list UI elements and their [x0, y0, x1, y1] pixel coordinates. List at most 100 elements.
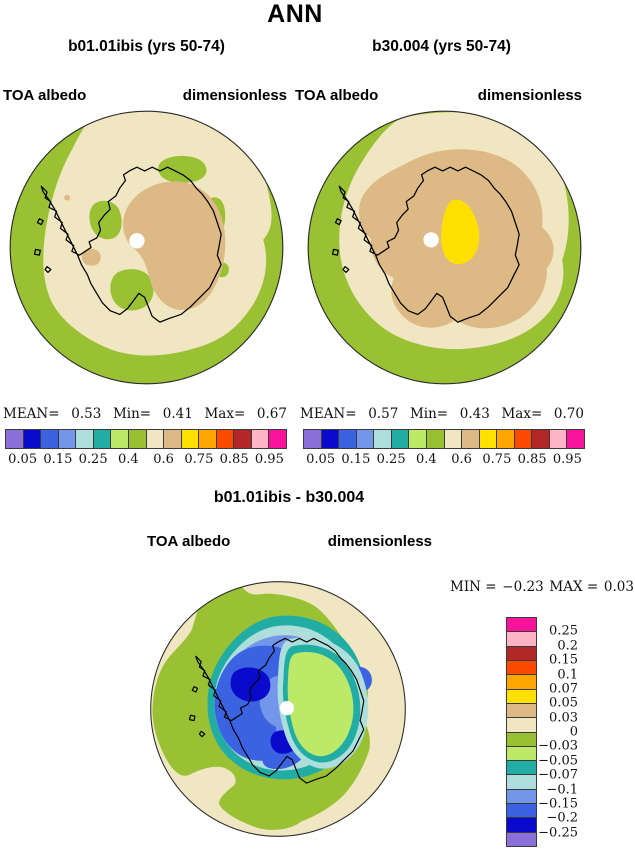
colorbar-tick-label: 0.95 [552, 452, 582, 467]
plot-title: ANN [267, 0, 323, 28]
left-green-patch-west [89, 200, 122, 240]
colorbar-boundary-label: −0.03 [538, 738, 578, 754]
colorbar-cell [110, 430, 128, 448]
right-field-label: TOA albedo [295, 87, 379, 104]
colorbar-boundary-label: −0.1 [546, 782, 578, 797]
right-colorbar-ticks: 0.05 0.15 0.25 0.4 0.6 0.75 0.85 0.95 [303, 452, 585, 468]
colorbar-cell [57, 430, 76, 448]
left-tan-speck [64, 194, 70, 201]
colorbar-cell [373, 430, 391, 448]
diff-pole-hole [279, 700, 295, 716]
colorbar-cell [566, 430, 584, 448]
colorbar-cell [507, 674, 536, 689]
colorbar-tick-label: 0.25 [376, 452, 406, 467]
diff-field-row: TOA albedo dimensionless [147, 533, 432, 550]
colorbar-cell [461, 430, 479, 448]
colorbar-cell [304, 430, 321, 448]
colorbar-cell [507, 631, 536, 646]
colorbar-cell [507, 831, 536, 846]
right-map-border [307, 110, 582, 385]
colorbar-tick-label: 0.75 [184, 452, 214, 467]
left-mean-label: MEAN= [3, 406, 60, 422]
colorbar-boundary-label: 0.25 [549, 623, 578, 639]
colorbar-tick-label: 0.15 [341, 452, 371, 467]
left-tan-spot-west [81, 249, 101, 266]
colorbar-tick-label: 0.85 [517, 452, 547, 467]
colorbar-cell [443, 430, 462, 448]
map-left-b01-01ibis [9, 110, 284, 385]
colorbar-cell [507, 745, 536, 761]
left-units-label: dimensionless [182, 87, 287, 104]
diff-max-label: MAX = [549, 579, 599, 595]
colorbar-cell [507, 788, 536, 804]
diff-colorbar [506, 617, 537, 847]
colorbar-tick-label: 0.4 [118, 452, 139, 467]
left-field-label: TOA albedo [3, 87, 87, 104]
left-plateau-region [123, 181, 226, 311]
left-min-value: 0.41 [162, 406, 193, 422]
left-max-label: Max= [204, 406, 246, 422]
right-max-value: 0.70 [553, 406, 584, 422]
left-max-value: 0.67 [256, 406, 287, 422]
colorbar-cell [548, 430, 567, 448]
colorbar-tick-label: 0.05 [306, 452, 336, 467]
colorbar-cell [531, 430, 549, 448]
colorbar-cell [163, 430, 181, 448]
colorbar-cell [250, 430, 269, 448]
colorbar-cell [507, 659, 536, 675]
left-colorbar-ticks: 0.05 0.15 0.25 0.4 0.6 0.75 0.85 0.95 [5, 452, 287, 468]
right-pole-hole [423, 232, 439, 248]
colorbar-cell [390, 430, 409, 448]
diff-medium-blue-south-arm [262, 747, 304, 770]
colorbar-cell [507, 760, 536, 775]
colorbar-cell [75, 430, 93, 448]
colorbar-cell [180, 430, 199, 448]
colorbar-cell [215, 430, 234, 448]
colorbar-cell [507, 702, 536, 718]
colorbar-cell [496, 430, 514, 448]
colorbar-boundary-label: 0.03 [549, 710, 578, 726]
colorbar-cell [507, 817, 536, 832]
left-green-patch-ross [110, 269, 154, 311]
map-difference [150, 581, 406, 837]
diff-min-value: −0.23 [502, 579, 544, 595]
left-mean-value: 0.53 [71, 406, 102, 422]
colorbar-tick-label: 0.95 [254, 452, 284, 467]
colorbar-cell [198, 430, 216, 448]
colorbar-boundary-label: 0.05 [549, 695, 578, 711]
diff-map-border [150, 581, 406, 837]
colorbar-tick-label: 0.85 [219, 452, 249, 467]
colorbar-cell [22, 430, 41, 448]
colorbar-boundary-label: −0.2 [546, 810, 578, 826]
colorbar-cell [338, 430, 356, 448]
right-min-value: 0.43 [459, 406, 490, 422]
colorbar-cell [507, 774, 536, 789]
colorbar-tick-label: 0.25 [78, 452, 108, 467]
diff-max-value: 0.03 [603, 579, 634, 595]
left-green-patch-top [158, 155, 207, 183]
colorbar-cell [40, 430, 58, 448]
colorbar-tick-label: 0.15 [43, 452, 73, 467]
right-case-subtitle: b30.004 (yrs 50-74) [372, 38, 511, 55]
right-mean-value: 0.57 [368, 406, 399, 422]
colorbar-cell [6, 430, 23, 448]
right-field-row: TOA albedo dimensionless [295, 87, 582, 104]
right-max-label: Max= [501, 406, 543, 422]
colorbar-cell [507, 618, 536, 632]
colorbar-cell [233, 430, 251, 448]
colorbar-boundary-label: −0.07 [538, 767, 578, 783]
colorbar-tick-label: 0.75 [482, 452, 512, 467]
left-colorbar [5, 429, 287, 449]
colorbar-boundary-label: −0.15 [538, 796, 578, 812]
diff-min-label: MIN = [450, 579, 497, 595]
colorbar-cell [507, 688, 536, 703]
colorbar-cell [92, 430, 111, 448]
colorbar-cell [355, 430, 374, 448]
left-low-albedo-patches [89, 155, 229, 311]
right-stats-row: MEAN= 0.57 Min= 0.43 Max= 0.70 [300, 406, 584, 422]
right-units-label: dimensionless [477, 87, 582, 104]
colorbar-cell [507, 731, 536, 746]
colorbar-tick-label: 0.6 [451, 452, 472, 467]
colorbar-cell [145, 430, 164, 448]
